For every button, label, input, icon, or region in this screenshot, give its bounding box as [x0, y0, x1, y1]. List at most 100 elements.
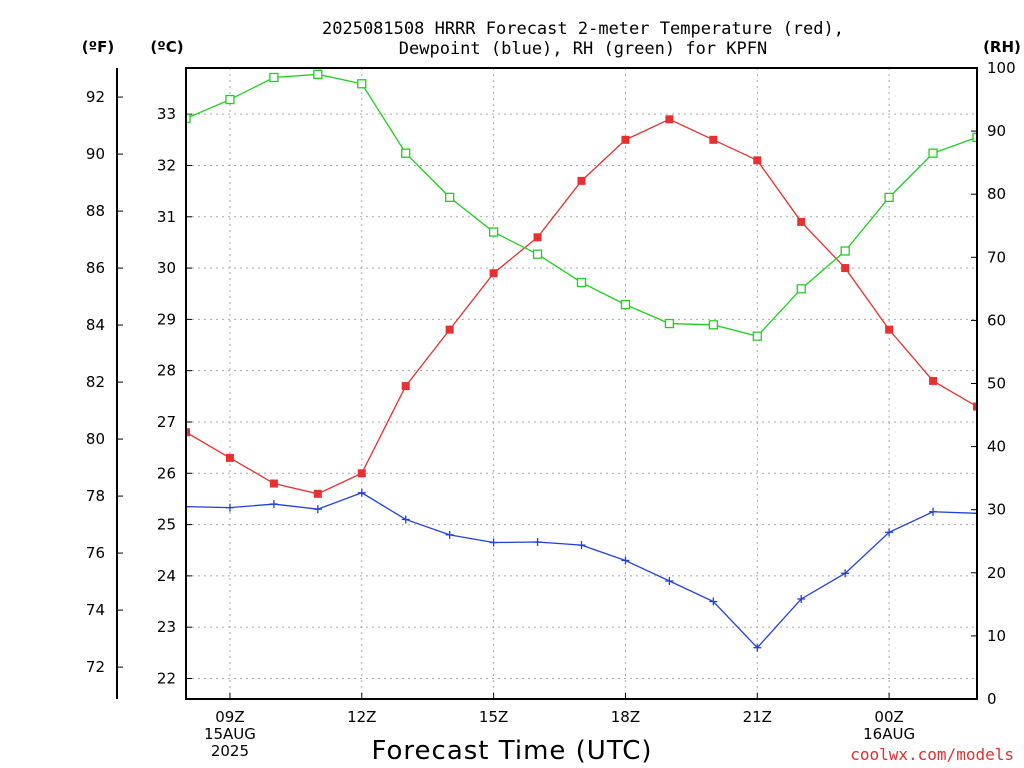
rh-point — [796, 284, 806, 294]
rh-point — [269, 72, 279, 83]
celsius-tick-label: 28 — [157, 362, 176, 380]
temperature-point — [973, 402, 977, 411]
rh-point — [313, 69, 323, 79]
rh-tick-label: 30 — [987, 501, 1006, 519]
x-tick-label: 12Z — [347, 708, 376, 726]
temperature-point — [445, 325, 454, 334]
temperature-point — [269, 479, 278, 488]
dewpoint-point — [225, 503, 234, 512]
x-tick-label: 2025 — [211, 742, 249, 760]
celsius-unit-label: (ºC) — [150, 38, 183, 56]
celsius-tick-label: 30 — [157, 259, 176, 277]
dewpoint-point — [797, 594, 806, 603]
celsius-tick-label: 25 — [157, 516, 176, 534]
rh-tick-label: 40 — [987, 438, 1006, 456]
celsius-tick-label: 33 — [157, 105, 176, 123]
rh-point — [445, 192, 455, 203]
rh-tick-label: 70 — [987, 248, 1006, 266]
fahrenheit-tick-label: 84 — [86, 316, 105, 334]
x-tick-label: 00Z — [874, 708, 903, 726]
x-tick-label: 09Z — [215, 708, 244, 726]
temperature-point — [489, 269, 498, 278]
temperature-point — [533, 233, 542, 242]
fahrenheit-tick-label: 92 — [86, 88, 105, 106]
rh-tick-label: 0 — [987, 690, 997, 708]
dewpoint-point — [489, 538, 498, 547]
rh-point — [840, 246, 850, 256]
celsius-tick-label: 22 — [157, 669, 176, 687]
rh-point — [664, 318, 675, 329]
fahrenheit-tick-label: 72 — [86, 658, 105, 676]
temperature-line — [186, 118, 977, 495]
rh-point — [357, 79, 367, 89]
temperature-point — [709, 135, 718, 144]
temperature-point — [885, 325, 894, 334]
dewpoint-point — [709, 597, 718, 606]
rh-point — [708, 320, 718, 330]
celsius-tick-label: 31 — [157, 208, 176, 226]
dewpoint-point — [357, 488, 366, 497]
rh-tick-label: 20 — [987, 564, 1006, 582]
dewpoint-point — [186, 502, 190, 511]
x-tick-label: 16AUG — [863, 725, 915, 743]
temperature-point — [186, 428, 190, 437]
rh-series — [186, 69, 977, 341]
temperature-point — [357, 469, 366, 478]
fahrenheit-unit-label: (ºF) — [82, 38, 114, 56]
celsius-tick-label: 23 — [157, 618, 176, 636]
temperature-point — [225, 453, 234, 462]
rh-tick-label: 90 — [987, 122, 1006, 140]
plot-frame — [185, 67, 978, 700]
dewpoint-point — [753, 643, 762, 652]
rh-tick-label: 10 — [987, 627, 1006, 645]
temperature-point — [797, 217, 806, 226]
temperature-point — [929, 376, 938, 385]
dewpoint-point — [401, 515, 410, 524]
x-tick-label: 15Z — [479, 708, 508, 726]
dewpoint-point — [577, 541, 586, 550]
gridlines — [186, 68, 977, 699]
rh-point — [401, 148, 411, 158]
rh-point — [186, 113, 191, 124]
fahrenheit-tick-label: 80 — [86, 430, 105, 448]
dewpoint-point — [621, 556, 630, 565]
fahrenheit-axis: 72 74 76 78 80 82 84 86 88 90 92 — [86, 68, 123, 699]
x-tick-label: 15AUG — [204, 725, 256, 743]
celsius-tick-label: 29 — [157, 310, 176, 328]
dewpoint-point — [929, 507, 938, 516]
fahrenheit-tick-label: 82 — [86, 373, 105, 391]
dewpoint-point — [269, 500, 278, 509]
rh-point — [532, 249, 543, 259]
fahrenheit-tick-label: 88 — [86, 202, 105, 220]
temperature-point — [621, 135, 630, 144]
fahrenheit-tick-label: 78 — [86, 487, 105, 505]
temperature-point — [313, 489, 322, 498]
dewpoint-point — [973, 509, 977, 518]
chart-title-line-1: 2025081508 HRRR Forecast 2-meter Tempera… — [322, 19, 844, 39]
celsius-tick-label: 26 — [157, 464, 176, 482]
rh-line — [186, 73, 977, 337]
rh-tick-label: 80 — [987, 185, 1006, 203]
fahrenheit-tick-label: 76 — [86, 544, 105, 562]
rh-tick-label: 100 — [987, 59, 1016, 77]
rh-tick-label: 50 — [987, 375, 1006, 393]
watermark: coolwx.com/models — [850, 745, 1014, 764]
fahrenheit-tick-label: 90 — [86, 145, 105, 163]
celsius-tick-label: 27 — [157, 413, 176, 431]
rh-point — [488, 227, 499, 237]
x-axis-title: Forecast Time (UTC) — [371, 736, 652, 766]
temperature-point — [401, 382, 410, 391]
dewpoint-point — [445, 530, 454, 539]
rh-point — [972, 132, 977, 143]
chart-title: 2025081508 HRRR Forecast 2-meter Tempera… — [322, 19, 844, 59]
temperature-point — [753, 156, 762, 165]
celsius-tick-label: 24 — [157, 567, 176, 585]
rh-point — [620, 299, 631, 310]
temperature-series — [186, 115, 977, 498]
dewpoint-point — [665, 577, 674, 586]
dewpoint-point — [313, 505, 322, 514]
series-layer — [186, 69, 977, 652]
rh-point — [928, 148, 938, 158]
